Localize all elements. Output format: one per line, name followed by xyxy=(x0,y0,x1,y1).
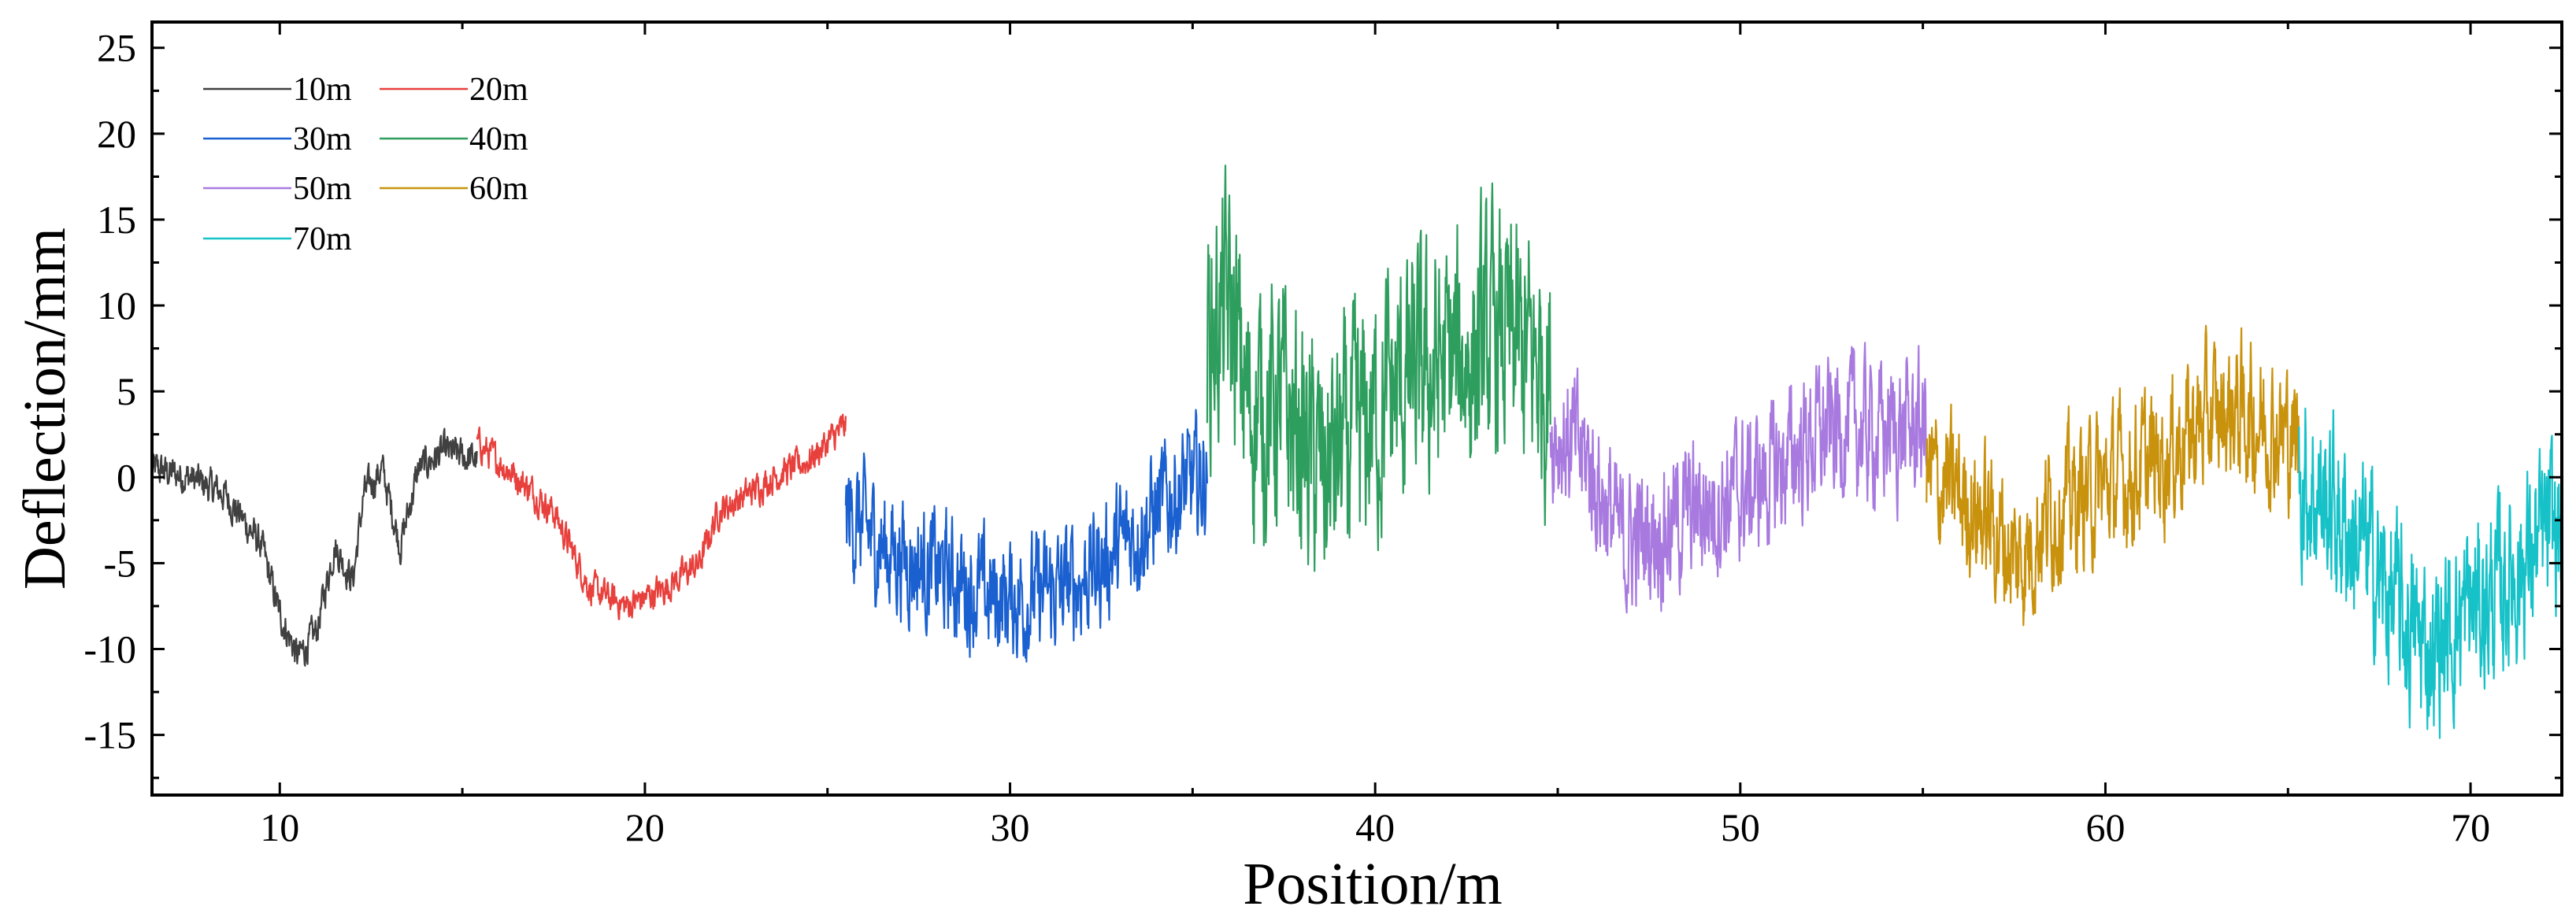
legend-label-10m: 10m xyxy=(293,72,352,108)
y-tick-label: 10 xyxy=(97,283,136,327)
x-tick-label: 20 xyxy=(625,805,665,849)
y-tick-label: -5 xyxy=(103,541,136,585)
series-line-70m xyxy=(2298,407,2563,739)
x-tick-label: 30 xyxy=(991,805,1030,849)
x-tick-label: 70 xyxy=(2451,805,2490,849)
x-axis-title: Position/m xyxy=(1243,851,1502,917)
series-line-60m xyxy=(1926,324,2300,627)
x-tick-label: 50 xyxy=(1721,805,1760,849)
series-layer xyxy=(150,165,2563,739)
legend-label-20m: 20m xyxy=(469,72,528,108)
legend-label-70m: 70m xyxy=(293,221,352,257)
y-tick-label: 15 xyxy=(97,198,136,242)
y-tick-label: 25 xyxy=(97,26,136,70)
legend-label-40m: 40m xyxy=(469,121,528,157)
y-tick-label: -15 xyxy=(83,713,136,757)
legend: 10m 20m 30m 40m 50m 60m 70m xyxy=(203,72,528,257)
x-tick-label: 10 xyxy=(260,805,299,849)
series-line-40m xyxy=(1206,165,1551,572)
y-axis-title: Deflection/mm xyxy=(12,227,78,590)
axis-ticks: 10 20 30 40 50 60 70 -15 -10 -5 0 5 10 15 20 25 xyxy=(83,22,2562,849)
series-line-20m xyxy=(476,413,847,620)
legend-label-60m: 60m xyxy=(469,171,528,207)
series-line-30m xyxy=(844,409,1208,663)
legend-label-30m: 30m xyxy=(293,121,352,157)
x-tick-label: 60 xyxy=(2085,805,2125,849)
y-tick-label: -10 xyxy=(83,627,136,671)
x-tick-label: 40 xyxy=(1355,805,1395,849)
series-line-50m xyxy=(1549,342,1928,614)
legend-label-50m: 50m xyxy=(293,171,352,207)
y-tick-label: 20 xyxy=(97,112,136,156)
plot-area-frame xyxy=(150,20,2563,797)
y-tick-label: 5 xyxy=(117,369,136,413)
y-tick-label: 0 xyxy=(117,455,136,499)
series-line-10m xyxy=(150,427,478,667)
